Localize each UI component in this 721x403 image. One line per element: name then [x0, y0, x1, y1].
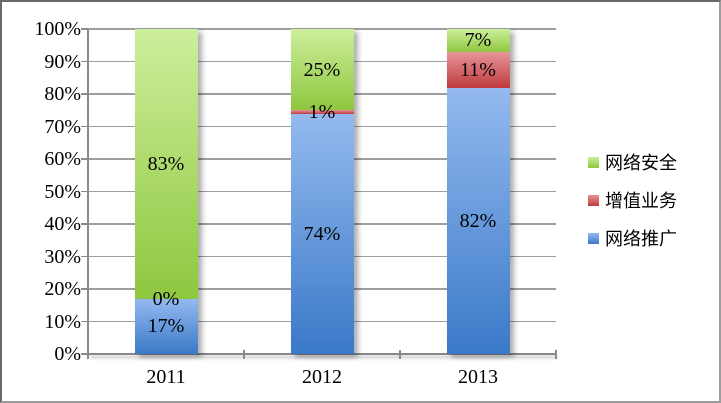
x-axis-line — [88, 353, 556, 355]
x-axis-tick — [555, 350, 557, 359]
legend-label-网络推广: 网络推广 — [605, 229, 677, 249]
legend-swatch-增值业务 — [588, 195, 599, 206]
y-axis-tick — [81, 93, 88, 95]
bar-column-2011 — [134, 29, 198, 354]
bar-segment-增值业务 — [290, 110, 354, 114]
legend-label-网络安全: 网络安全 — [605, 153, 677, 173]
y-axis-tick — [81, 353, 88, 355]
y-axis-tick-label: 40% — [44, 213, 81, 235]
x-axis-category-label: 2011 — [146, 366, 186, 388]
y-axis-tick-label: 100% — [34, 18, 81, 40]
bar-segment-网络安全 — [446, 29, 510, 52]
y-axis-tick — [81, 288, 88, 290]
x-axis-tick — [87, 350, 89, 359]
y-axis-tick-label: 10% — [44, 310, 81, 333]
data-label-网络安全-2011: 83% — [147, 152, 185, 175]
y-axis-tick — [81, 320, 88, 323]
x-axis-tick — [399, 350, 401, 359]
data-label-网络推广-2012: 74% — [303, 222, 341, 245]
data-label-增值业务-2011: 0% — [152, 287, 180, 310]
bar-segment-增值业务 — [446, 51, 510, 88]
y-axis-tick — [81, 125, 88, 128]
bar-column-2012 — [290, 29, 354, 354]
y-axis-tick-label: 30% — [44, 245, 81, 268]
data-label-网络安全-2012: 25% — [303, 58, 341, 81]
data-label-网络推广-2013: 82% — [459, 209, 497, 232]
y-axis-tick — [81, 60, 88, 63]
y-axis-line — [87, 29, 89, 359]
data-label-网络安全-2013: 7% — [464, 29, 492, 52]
y-axis-tick — [81, 158, 88, 160]
y-axis-tick-label: 90% — [44, 50, 81, 73]
data-label-网络推广-2011: 17% — [147, 315, 185, 338]
y-axis-tick-label: 20% — [44, 278, 81, 300]
y-axis-tick — [81, 223, 88, 225]
bar-segment-网络推广 — [134, 298, 198, 354]
legend-swatch-网络安全 — [588, 157, 599, 168]
y-axis-tick-label: 60% — [44, 148, 81, 170]
bar-segment-网络推广 — [446, 87, 510, 354]
y-axis-tick-label: 70% — [44, 115, 81, 138]
x-axis-category-label: 2013 — [458, 366, 498, 388]
bar-segment-网络安全 — [290, 29, 354, 111]
y-axis-tick — [81, 255, 88, 258]
y-axis-tick — [81, 28, 88, 30]
x-axis-tick — [243, 350, 245, 359]
y-axis-tick — [81, 190, 88, 193]
legend-swatch-网络推广 — [588, 233, 599, 244]
data-label-增值业务-2013: 11% — [460, 58, 496, 81]
bar-segment-网络安全 — [134, 29, 198, 299]
legend-label-增值业务: 增值业务 — [605, 191, 677, 211]
y-axis-tick-label: 0% — [54, 343, 81, 365]
y-axis-tick-label: 80% — [44, 83, 81, 105]
y-axis-tick-label: 50% — [44, 180, 81, 203]
x-axis-category-label: 2012 — [302, 366, 342, 388]
data-label-增值业务-2012: 1% — [308, 100, 336, 123]
bar-segment-网络推广 — [290, 113, 354, 354]
bar-column-2013 — [446, 29, 510, 354]
